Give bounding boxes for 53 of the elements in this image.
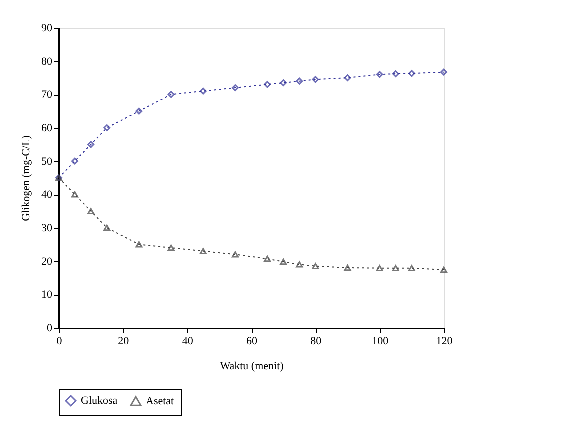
point: [168, 244, 175, 252]
y-tick-label: 50: [42, 156, 53, 168]
point: [280, 258, 288, 266]
point: [200, 88, 207, 95]
point: [168, 91, 175, 98]
point: [408, 265, 416, 272]
y-tick-label: 30: [42, 222, 53, 234]
y-tick-label: 90: [42, 22, 53, 34]
legend-label: Glukosa: [81, 395, 118, 407]
point: [376, 71, 384, 78]
x-tick-label: 120: [436, 336, 454, 348]
x-axis-title: Waktu (menit): [220, 360, 284, 372]
x-tick-label: 0: [56, 336, 63, 348]
point: [264, 256, 272, 262]
point: [136, 242, 143, 248]
point: [280, 80, 288, 86]
y-tick-label: 70: [42, 89, 53, 102]
y-tick-label: 0: [47, 322, 53, 334]
point: [72, 192, 79, 198]
point: [136, 108, 143, 115]
y-tick-label: 80: [42, 56, 53, 68]
point: [264, 81, 272, 88]
x-tick-label: 40: [182, 336, 194, 348]
x-tick-label: 100: [372, 336, 390, 348]
point: [344, 264, 352, 272]
point: [104, 224, 111, 232]
point: [312, 76, 320, 84]
point: [408, 70, 416, 78]
y-tick-label: 40: [42, 189, 53, 202]
x-tick-label: 80: [310, 336, 322, 348]
point: [440, 266, 448, 274]
point: [88, 141, 95, 148]
point: [392, 70, 400, 78]
legend-label: Asetat: [146, 395, 174, 408]
x-tick-label: 20: [118, 336, 130, 348]
point: [312, 263, 320, 270]
point: [376, 265, 384, 272]
point: [104, 124, 111, 132]
x-tick-label: 60: [246, 336, 258, 348]
y-axis-title: Glikogen (mg-C/L): [20, 135, 32, 222]
point: [72, 158, 79, 165]
point: [440, 68, 448, 76]
point: [296, 78, 304, 85]
y-tick-label: 60: [42, 122, 53, 134]
y-tick-label: 10: [42, 289, 53, 302]
point: [344, 74, 352, 82]
point: [232, 84, 239, 92]
point: [88, 208, 95, 214]
y-tick-label: 20: [42, 256, 53, 268]
point: [200, 248, 207, 254]
point: [232, 252, 239, 258]
point: [392, 265, 400, 272]
point: [296, 262, 304, 268]
